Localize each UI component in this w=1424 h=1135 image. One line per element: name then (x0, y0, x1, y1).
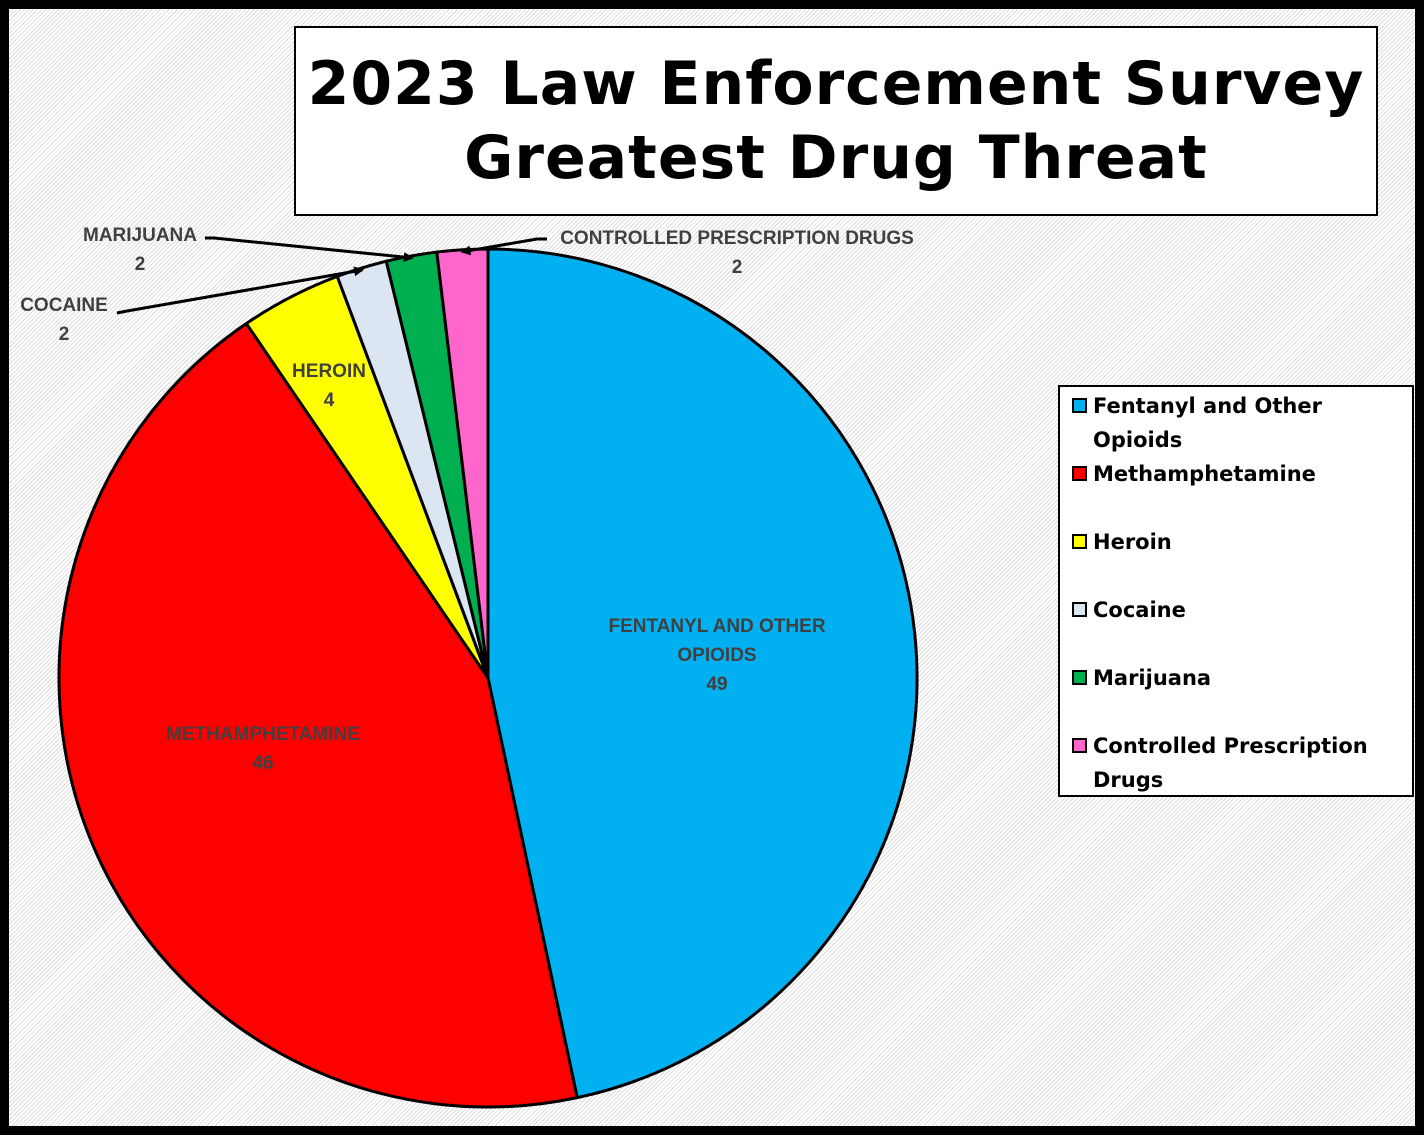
legend-swatch-heroin (1072, 534, 1087, 549)
legend-swatch-controlled-prescription-drugs (1072, 738, 1087, 753)
legend-item-methamphetamine: Methamphetamine (1072, 457, 1407, 491)
legend-item-controlled-prescription-drugs: Controlled Prescription Drugs (1072, 729, 1407, 797)
legend-label-heroin: Heroin (1093, 530, 1172, 554)
legend-item-marijuana: Marijuana (1072, 661, 1407, 695)
data-label-methamphetamine: METHAMPHETAMINE 46 (166, 724, 360, 774)
data-label-marijuana: MARIJUANA 2 (83, 225, 197, 275)
pie-slice-methamphetamine (57, 322, 579, 1109)
legend-swatch-methamphetamine (1072, 466, 1087, 481)
legend-label-methamphetamine: Methamphetamine (1093, 462, 1316, 486)
legend-item-fentanyl: Fentanyl and Other Opioids (1072, 389, 1407, 457)
data-label-controlled-prescription-drugs: CONTROLLED PRESCRIPTION DRUGS 2 (560, 228, 914, 278)
pie-slice-fentanyl (486, 247, 919, 1100)
legend-item-heroin: Heroin (1072, 525, 1407, 559)
legend-item-cocaine: Cocaine (1072, 593, 1407, 627)
leader-line-controlled-prescription-drugs (460, 237, 547, 256)
data-label-cocaine: COCAINE 2 (20, 295, 108, 345)
legend-swatch-marijuana (1072, 670, 1087, 685)
data-label-fentanyl: FENTANYL AND OTHER OPIOIDS 49 (608, 616, 825, 695)
chart-title-box: 2023 Law Enforcement Survey Greatest Dru… (294, 26, 1378, 216)
data-label-heroin: HEROIN 4 (292, 361, 366, 411)
legend-label-cocaine: Cocaine (1093, 598, 1186, 622)
chart-title-line-1: 2023 Law Enforcement Survey (307, 49, 1365, 119)
leader-line-marijuana (205, 236, 414, 263)
legend-swatch-cocaine (1072, 602, 1087, 617)
legend-label-controlled-prescription-drugs: Controlled Prescription Drugs (1093, 734, 1368, 792)
legend-swatch-fentanyl (1072, 398, 1087, 413)
pie-chart: FENTANYL AND OTHER OPIOIDS 49 METHAMPHETAMI… (20, 225, 919, 1109)
chart-title-line-2: Greatest Drug Threat (464, 123, 1208, 193)
legend-label-marijuana: Marijuana (1093, 666, 1212, 690)
legend-label-fentanyl: Fentanyl and Other Opioids (1093, 394, 1322, 452)
leader-line-cocaine (116, 266, 365, 315)
chart-legend: Fentanyl and Other Opioids Methamphetami… (1058, 385, 1414, 797)
